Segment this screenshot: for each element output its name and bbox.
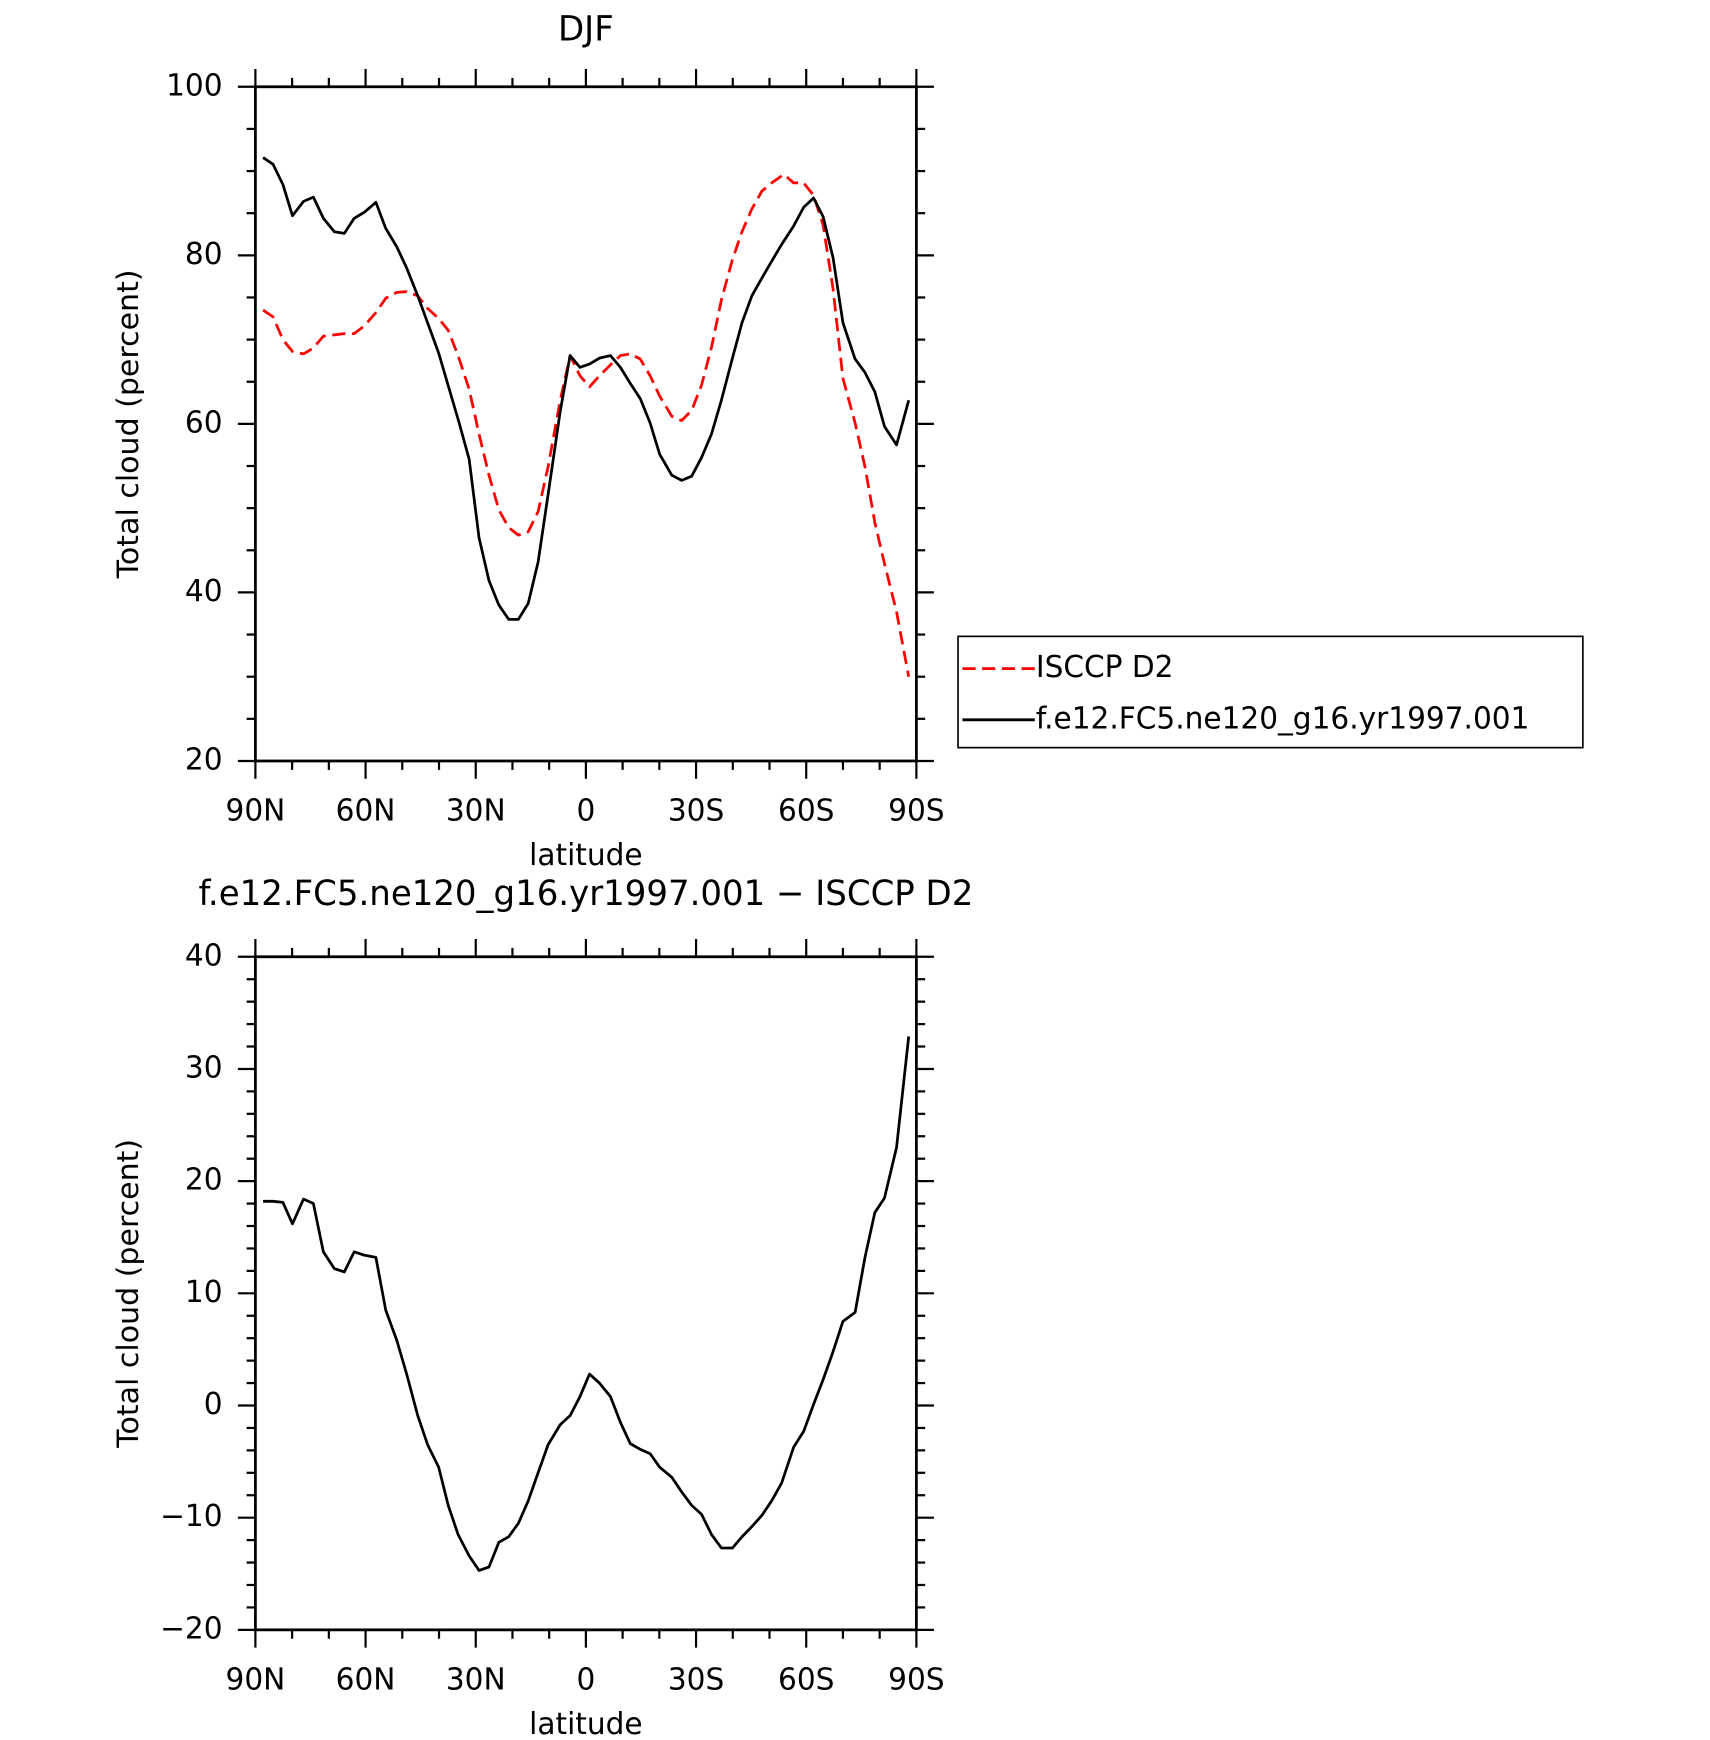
y-tick-label: 0 <box>204 1387 223 1422</box>
y-tick-label: 40 <box>185 938 223 973</box>
data-line <box>262 173 911 678</box>
y-tick-label: 40 <box>185 574 223 609</box>
y-axis-label: Total cloud (percent) <box>111 1139 146 1449</box>
x-tick-label: 0 <box>576 1662 595 1697</box>
chart-title: DJF <box>558 9 614 49</box>
x-tick-label: 60S <box>778 1662 834 1697</box>
y-tick-label: −20 <box>160 1611 222 1646</box>
plot-frame <box>254 85 918 763</box>
x-tick-label: 90S <box>888 1662 944 1697</box>
x-tick-label: 0 <box>576 794 595 829</box>
x-axis-label: latitude <box>529 1707 642 1740</box>
x-tick-label: 30N <box>446 1662 506 1697</box>
x-tick-label: 90N <box>226 1662 286 1697</box>
y-tick-label: 80 <box>185 237 223 272</box>
x-axis-label: latitude <box>529 838 642 873</box>
x-tick-label: 60N <box>336 1662 396 1697</box>
x-tick-label: 60S <box>778 794 834 829</box>
x-tick-label: 90S <box>888 794 944 829</box>
y-axis-label: Total cloud (percent) <box>111 269 146 579</box>
legend-label: f.e12.FC5.ne120_g16.yr1997.001 <box>1036 701 1530 736</box>
y-tick-label: 60 <box>185 405 223 440</box>
x-tick-label: 30S <box>668 794 724 829</box>
data-line <box>263 1036 911 1572</box>
chart-title: f.e12.FC5.ne120_g16.yr1997.001 − ISCCP D… <box>198 874 973 914</box>
legend: ISCCP D2 f.e12.FC5.ne120_g16.yr1997.001 <box>957 635 1584 749</box>
x-tick-label: 90N <box>226 794 286 829</box>
legend-box <box>957 635 1584 749</box>
y-tick-label: 20 <box>185 1163 223 1198</box>
y-tick-label: 100 <box>166 68 222 103</box>
y-tick-label: 20 <box>185 742 223 777</box>
x-tick-label: 30S <box>668 1662 724 1697</box>
y-tick-label: 30 <box>185 1050 223 1085</box>
x-tick-label: 30N <box>446 794 506 829</box>
x-tick-label: 60N <box>336 794 396 829</box>
y-tick-label: 10 <box>185 1275 223 1310</box>
plot-frame <box>254 955 918 1632</box>
legend-label: ISCCP D2 <box>1036 650 1174 685</box>
data-line <box>262 156 911 621</box>
y-tick-label: −10 <box>160 1499 222 1534</box>
